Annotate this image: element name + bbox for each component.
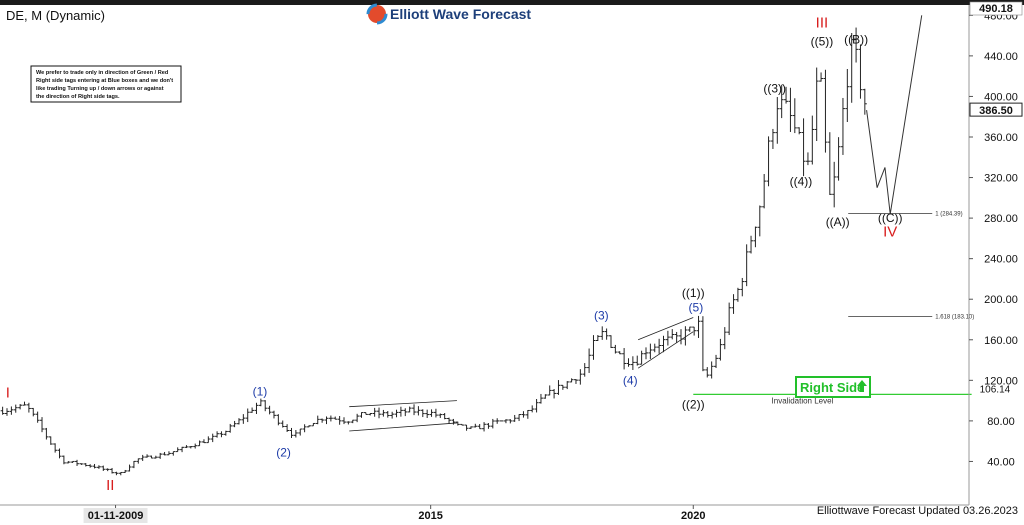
wave-label: ((2)) bbox=[682, 398, 705, 412]
disclaimer-line: Right side tags entering at Blue boxes a… bbox=[36, 78, 173, 84]
y-tick-label: 280.00 bbox=[984, 213, 1018, 225]
disclaimer-box: We prefer to trade only in direction of … bbox=[31, 66, 181, 102]
wave-label: (3) bbox=[594, 308, 609, 322]
wave-label: (2) bbox=[276, 445, 291, 459]
wave-label: (4) bbox=[623, 373, 638, 387]
fib-level-label: 1.618 (183.10) bbox=[935, 314, 974, 320]
wave-label: ((C)) bbox=[878, 211, 903, 225]
right-side-tag: Right Side bbox=[796, 377, 870, 397]
y-tick-label: 160.00 bbox=[984, 335, 1018, 347]
wave-label: ((4)) bbox=[790, 175, 813, 189]
disclaimer-line: like trading Turning up / down arrows or… bbox=[36, 86, 164, 92]
y-tick-label: 200.00 bbox=[984, 294, 1018, 306]
projection-path bbox=[867, 15, 922, 214]
y-tick-label: 80.00 bbox=[987, 416, 1015, 428]
wave-label: ((1)) bbox=[682, 286, 705, 300]
right-side-label: Right Side bbox=[800, 380, 864, 395]
x-tick-label: 01-11-2009 bbox=[88, 510, 144, 522]
wave-label: ((5)) bbox=[811, 35, 834, 49]
wave-label: IV bbox=[883, 223, 897, 240]
wave-label: II bbox=[106, 477, 114, 494]
y-tick-label: 360.00 bbox=[984, 132, 1018, 144]
triangle-upper-line bbox=[349, 401, 457, 407]
wave-label: I bbox=[6, 385, 10, 402]
y-tick-label: 320.00 bbox=[984, 173, 1018, 185]
triangle-lower-line bbox=[349, 423, 457, 431]
updated-text: Elliottwave Forecast Updated 03.26.2023 bbox=[817, 505, 1018, 517]
x-tick-label: 2020 bbox=[681, 510, 705, 522]
disclaimer-line: We prefer to trade only in direction of … bbox=[36, 70, 169, 76]
y-tick-label: 120.00 bbox=[984, 375, 1018, 387]
wave-label: ((3)) bbox=[763, 81, 786, 95]
symbol-label: DE, M (Dynamic) bbox=[6, 8, 105, 23]
last-price-label: 386.50 bbox=[979, 105, 1013, 117]
disclaimer-line: the direction of Right side tags. bbox=[36, 94, 120, 100]
y-tick-label: 240.00 bbox=[984, 254, 1018, 266]
y-top-label: 490.18 bbox=[979, 3, 1013, 15]
fib-level-label: 1 (284.39) bbox=[935, 212, 962, 218]
chart-overlays: 1 (284.39)1.618 (183.10)Invalidation Lev… bbox=[349, 15, 1010, 431]
brand-logo: Elliott Wave Forecast bbox=[368, 5, 531, 23]
brand-name: Elliott Wave Forecast bbox=[390, 6, 531, 22]
wave-label: (1) bbox=[253, 385, 268, 399]
y-tick-label: 440.00 bbox=[984, 51, 1018, 63]
wave-label: III bbox=[816, 14, 829, 31]
x-tick-label: 2015 bbox=[418, 510, 442, 522]
wave-label: ((A)) bbox=[826, 215, 850, 229]
wave-label: ((B)) bbox=[844, 33, 868, 47]
wave-label: (5) bbox=[689, 300, 704, 314]
y-tick-label: 40.00 bbox=[987, 456, 1015, 468]
y-tick-label: 400.00 bbox=[984, 91, 1018, 103]
